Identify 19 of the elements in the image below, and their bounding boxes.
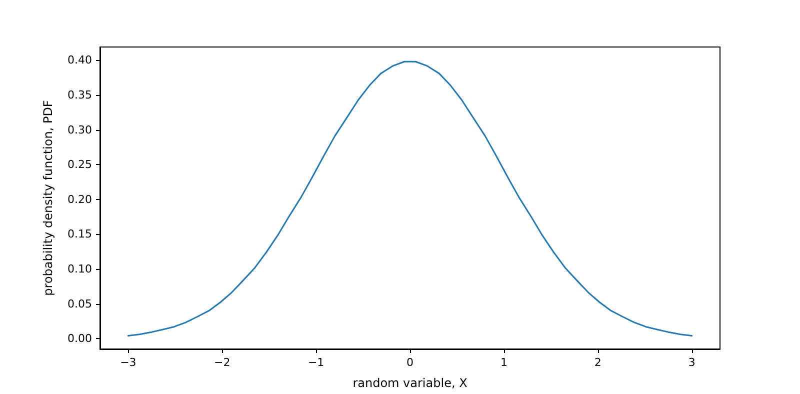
x-tick-label: 1 [500, 356, 508, 369]
y-tick-label: 0.35 [68, 88, 92, 102]
y-tick-label: 0.15 [68, 228, 92, 241]
x-tick-label: 3 [688, 356, 696, 369]
x-tick-label: 0 [406, 356, 414, 369]
x-tick-label: −1 [308, 356, 324, 369]
x-tick-label: −3 [120, 356, 136, 369]
y-tick-label: 0.20 [68, 192, 92, 206]
y-tick-label: 0.30 [68, 123, 92, 136]
x-tick-label: 2 [594, 356, 602, 369]
y-tick-label: 0.00 [68, 332, 92, 346]
y-tick-label: 0.25 [68, 158, 92, 172]
x-tick-label: −2 [214, 356, 230, 369]
line-series [127, 60, 693, 337]
y-tick-label: 0.05 [68, 297, 92, 310]
y-tick-label: 0.40 [68, 54, 92, 67]
x-axis-title: random variable, X [352, 376, 468, 390]
y-axis-title: probability density function, PDF [41, 100, 55, 296]
y-tick-label: 0.10 [68, 262, 92, 276]
